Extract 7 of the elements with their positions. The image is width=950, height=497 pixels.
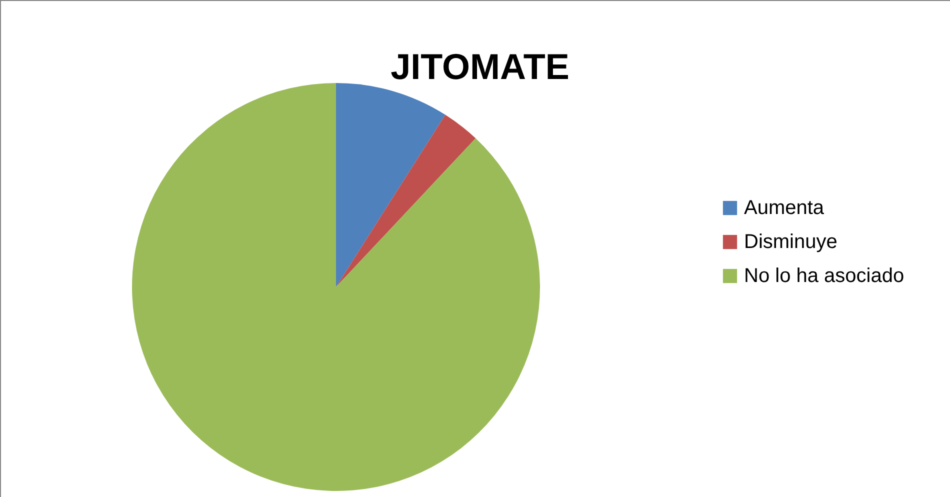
pie-slice <box>336 114 476 287</box>
legend-label: Aumenta <box>744 197 825 219</box>
pie-slice <box>132 83 540 491</box>
legend-label: No lo ha asociado <box>744 265 904 287</box>
chart-title: JITOMATE <box>390 46 570 87</box>
pie-slice <box>336 83 446 287</box>
legend-label: Disminuye <box>744 231 838 253</box>
